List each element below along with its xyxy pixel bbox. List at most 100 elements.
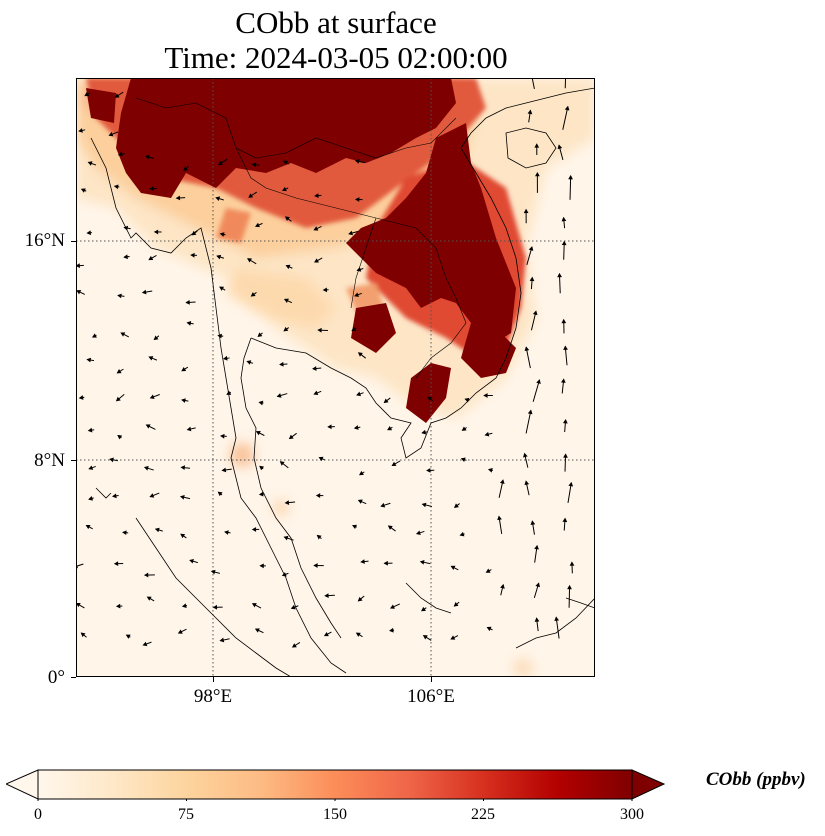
wind-arrow [561, 216, 567, 229]
wind-arrow [210, 569, 220, 575]
wind-arrow [117, 434, 123, 440]
wind-arrow [183, 166, 190, 171]
wind-arrow [563, 345, 568, 366]
wind-arrow [78, 128, 86, 133]
wind-arrow [529, 276, 535, 290]
wind-arrow [421, 429, 427, 435]
wind-arrow [351, 524, 357, 530]
lat-tick-mark [71, 460, 76, 461]
wind-arrow [532, 379, 541, 402]
wind-arrow [217, 158, 228, 166]
wind-arrow [76, 602, 85, 609]
colorbar-tick-75: 75 [178, 806, 194, 823]
wind-arrow [530, 520, 536, 535]
wind-arrow [258, 400, 264, 406]
wind-arrow [80, 188, 87, 193]
wind-arrow [116, 368, 124, 374]
lon-tick-106e: 106°E [407, 686, 455, 707]
wind-arrow [221, 467, 232, 473]
wind-arrow [276, 393, 288, 398]
wind-arrow [180, 533, 187, 539]
wind-arrow [485, 568, 492, 573]
wind-arrow [358, 470, 365, 476]
wind-arrow [281, 186, 289, 192]
wind-arrow [487, 467, 493, 473]
lon-tick-98e: 98°E [193, 686, 233, 707]
wind-arrow [175, 195, 186, 201]
wind-arrow [251, 527, 260, 532]
wind-arrow [254, 222, 263, 228]
wind-arrow [153, 229, 162, 235]
wind-arrow [120, 332, 130, 338]
wind-arrow [149, 492, 160, 498]
lat-tick-16n: 16°N [24, 230, 65, 251]
colorbar-tick-150: 150 [323, 806, 347, 823]
colorbar-tick-300: 300 [620, 806, 644, 823]
map-svg [76, 78, 595, 677]
wind-arrow [279, 361, 288, 367]
wind-arrow [497, 515, 503, 534]
wind-arrow [561, 240, 567, 260]
wind-arrow [534, 143, 540, 156]
wind-arrow [86, 357, 95, 363]
wind-arrow [460, 457, 467, 463]
wind-arrow [186, 426, 196, 432]
wind-arrow [284, 500, 296, 505]
colorbar-label: CObb (ppbv) [706, 769, 806, 790]
wind-arrow [523, 452, 529, 468]
wind-arrow [318, 456, 325, 462]
wind-arrow [426, 468, 435, 473]
wind-arrow [141, 289, 153, 295]
wind-arrow [85, 525, 93, 530]
wind-arrow [534, 617, 540, 632]
wind-arrow [564, 78, 567, 89]
wind-arrow [354, 197, 363, 202]
wind-arrow [189, 558, 198, 564]
wind-arrow [356, 267, 364, 272]
wind-arrow [291, 641, 301, 648]
wind-arrow [212, 604, 223, 610]
wind-arrow [283, 160, 290, 165]
wind-arrow [123, 225, 131, 231]
wind-arrow [87, 161, 97, 166]
wind-arrow [562, 105, 570, 130]
lat-tick-mark [71, 677, 76, 678]
wind-arrow [117, 151, 125, 157]
wind-arrow [486, 626, 493, 632]
wind-arrow [283, 535, 294, 541]
wind-arrow [143, 466, 154, 471]
wind-arrow [217, 491, 223, 497]
wind-arrow [357, 499, 367, 505]
wind-arrow [427, 396, 434, 402]
wind-arrow [186, 321, 194, 326]
wind-arrow [422, 635, 432, 641]
wind-arrow [383, 397, 391, 404]
wind-arrow [357, 595, 365, 602]
wind-arrow [247, 258, 257, 265]
wind-arrow [327, 424, 335, 430]
wind-arrow [313, 563, 324, 568]
wind-arrow [251, 162, 260, 168]
wind-arrow [142, 641, 152, 647]
wind-arrow [125, 634, 131, 639]
graticule [76, 78, 595, 677]
wind-arrow [87, 427, 95, 433]
colorbar [6, 769, 666, 801]
wind-arrow [523, 208, 529, 224]
wind-arrow [255, 431, 265, 436]
wind-arrow [355, 632, 363, 638]
wind-arrow [146, 596, 155, 602]
lon-tick-mark [213, 677, 214, 682]
wind-arrow [191, 230, 198, 236]
wind-arrow [108, 131, 119, 137]
coastlines [90, 87, 595, 677]
wind-arrow [450, 565, 459, 571]
lat-tick-8n: 8°N [34, 450, 65, 471]
wind-arrow [421, 502, 433, 508]
wind-arrow [324, 593, 335, 598]
map-panel [76, 78, 595, 677]
wind-arrow [222, 355, 230, 361]
wind-arrow [531, 78, 535, 90]
wind-arrow [562, 418, 568, 433]
wind-arrow [115, 603, 123, 609]
